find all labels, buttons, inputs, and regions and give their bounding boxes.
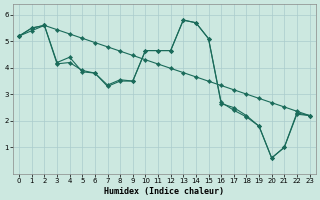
X-axis label: Humidex (Indice chaleur): Humidex (Indice chaleur) [104,187,224,196]
